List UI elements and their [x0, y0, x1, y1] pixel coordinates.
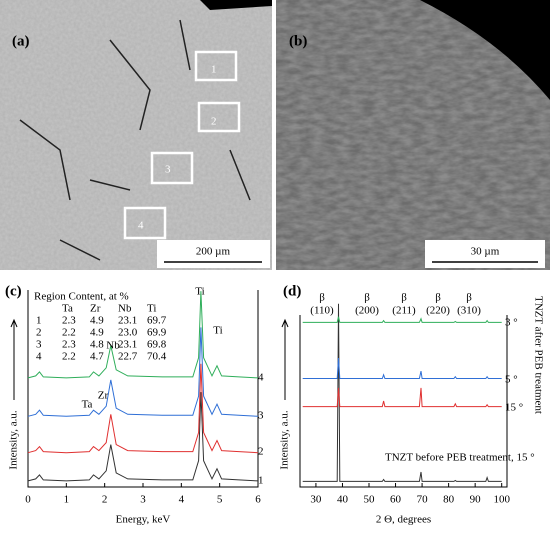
x-tick-label: 100	[493, 494, 510, 506]
x-tick-label: 2	[102, 494, 108, 506]
series-label: 5 °	[505, 374, 518, 386]
x-tick-label: 40	[337, 494, 349, 506]
peak-hkl: (200)	[355, 305, 379, 317]
table-cell: 70.4	[147, 351, 167, 363]
region-label: 1	[211, 64, 217, 76]
panel-label: (d)	[283, 283, 301, 299]
series-line	[302, 316, 502, 323]
series-label: 3	[258, 410, 264, 422]
table-cell: 3	[36, 339, 42, 351]
table-cell: 2.3	[62, 339, 76, 351]
x-tick-label: 60	[390, 494, 402, 506]
series-label: 3 °	[505, 317, 518, 329]
scale-bar-label: 200 µm	[196, 246, 231, 258]
table-cell: 22.7	[118, 351, 138, 363]
table-cell: 69.8	[147, 339, 167, 351]
table-cell: 4.9	[90, 327, 104, 339]
scale-bar-label: 30 µm	[471, 246, 500, 258]
side-label: TNZT after PEB treatment	[532, 296, 544, 414]
axis-frame	[299, 315, 508, 488]
table-cell: 1	[36, 315, 42, 327]
peak-label: Ti	[213, 325, 222, 337]
series-label: TNZT before PEB treatment, 15 °	[385, 452, 535, 464]
micrograph-a: (a) 1 2 3 4 200 µm	[0, 0, 272, 270]
series-line	[27, 327, 259, 417]
series-label: 4	[258, 372, 264, 384]
series-line	[302, 303, 502, 482]
peak-label: Zr	[98, 390, 109, 402]
x-tick-label: 3	[140, 494, 146, 506]
peak-label: Ta	[82, 399, 93, 411]
x-tick-label: 80	[443, 494, 455, 506]
x-tick-label: 5	[217, 494, 223, 506]
panel-label: (a)	[12, 33, 30, 49]
table-cell: 69.7	[147, 315, 167, 327]
table-cell: 2.2	[62, 327, 76, 339]
series-line	[302, 357, 502, 379]
y-axis-arrow	[10, 318, 18, 400]
peak-hkl: (310)	[457, 305, 481, 317]
region-label: 4	[138, 220, 144, 232]
panel-label: (c)	[5, 283, 22, 299]
table-cell: 69.9	[147, 327, 167, 339]
x-axis-label: 2 Θ, degrees	[376, 514, 431, 526]
series-line	[302, 387, 502, 408]
y-axis-arrow	[281, 318, 289, 400]
micrograph-b: (b) 30 µm	[276, 0, 550, 270]
x-tick-label: 1	[64, 494, 70, 506]
x-tick-label: 50	[364, 494, 376, 506]
table-cell: 4.9	[90, 315, 104, 327]
region-label: 2	[211, 116, 217, 128]
series-line	[27, 363, 259, 454]
peak-phase: β	[364, 292, 370, 304]
series-label: 1	[258, 475, 264, 487]
table-cell: 23.1	[118, 315, 137, 327]
peak-hkl: (110)	[310, 305, 334, 317]
peak-label: Ti	[195, 286, 204, 298]
x-tick-label: 0	[25, 494, 31, 506]
table-cell: 2.2	[62, 351, 76, 363]
y-axis-label: Intensity, a.u.	[279, 410, 291, 469]
x-tick-label: 30	[310, 494, 322, 506]
x-tick-label: 6	[255, 494, 261, 506]
table-header: Nb	[118, 303, 132, 315]
table-header: Ta	[62, 303, 73, 315]
peak-phase: β	[466, 292, 472, 304]
table-header: Zr	[90, 303, 101, 315]
peak-phase: β	[401, 292, 407, 304]
table-cell: 23.1	[118, 339, 137, 351]
table-cell: 4	[36, 351, 42, 363]
y-axis-label: Intensity, a.u.	[8, 410, 20, 469]
region-label: 3	[165, 164, 171, 176]
peak-phase: β	[435, 292, 441, 304]
table-cell: 2	[36, 327, 42, 339]
table-cell: 4.7	[90, 351, 104, 363]
series-label: 15 °	[505, 402, 523, 414]
series-line	[27, 291, 259, 379]
peak-hkl: (211)	[392, 305, 416, 317]
series-label: 2	[258, 446, 264, 458]
x-axis-label: Energy, keV	[116, 514, 171, 526]
table-header: Ti	[147, 303, 156, 315]
series-line	[27, 392, 259, 482]
panel-label: (b)	[289, 33, 307, 49]
x-tick-label: 70	[417, 494, 429, 506]
peak-label: Nb	[106, 340, 120, 352]
x-tick-label: 90	[470, 494, 482, 506]
x-tick-label: 4	[179, 494, 185, 506]
peak-hkl: (220)	[426, 305, 450, 317]
peak-phase: β	[319, 292, 325, 304]
table-cell: 2.3	[62, 315, 76, 327]
table-title: Region Content, at %	[34, 291, 129, 303]
table-cell: 23.0	[118, 327, 138, 339]
table-cell: 4.8	[90, 339, 104, 351]
